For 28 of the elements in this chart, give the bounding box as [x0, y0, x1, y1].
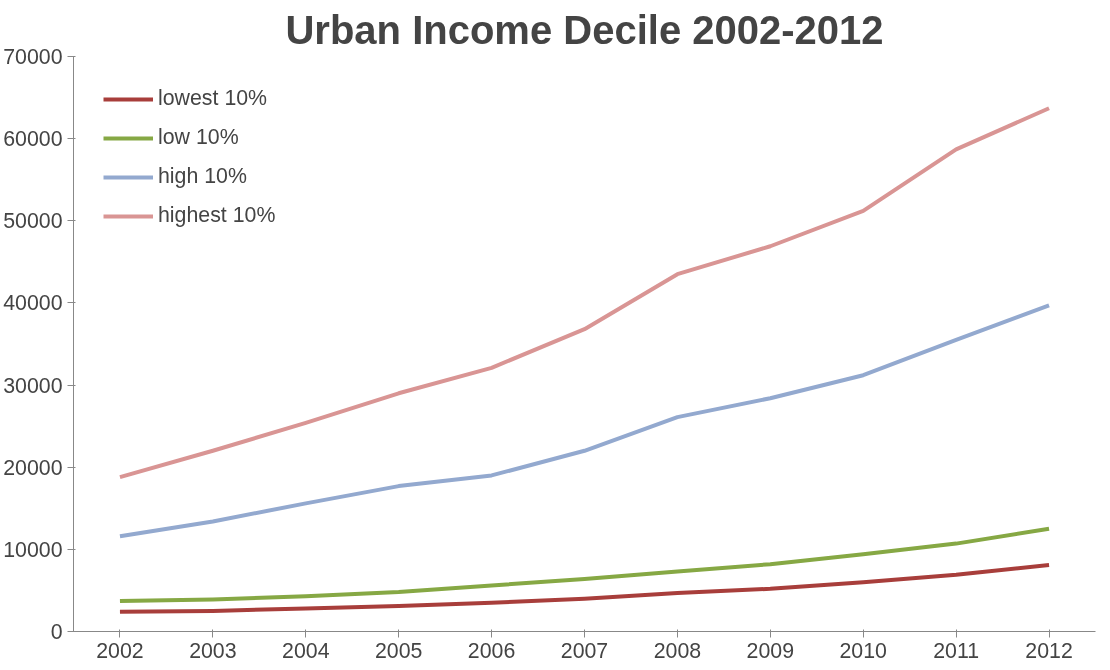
x-tick-label: 2002: [96, 638, 144, 663]
y-tick-label: 30000: [3, 373, 63, 398]
x-tick-label: 2007: [560, 638, 609, 663]
y-tick-label: 0: [50, 620, 63, 644]
x-tick-label: 2008: [653, 638, 702, 663]
y-tick-label: 40000: [3, 291, 63, 316]
x-tick-label: 2010: [839, 638, 888, 663]
line-series: [117, 106, 1052, 480]
x-tick-label: 2011: [933, 638, 980, 663]
y-tick-label: 20000: [3, 455, 63, 480]
x-tick-label: 2005: [374, 638, 423, 663]
x-tick-label: 2006: [467, 638, 516, 663]
line-series: [117, 526, 1052, 604]
chart-title: Urban Income Decile 2002-2012: [285, 7, 884, 52]
legend-label: lowest 10%: [158, 86, 268, 111]
y-tick-label: 60000: [3, 127, 63, 152]
legend-label: highest 10%: [158, 203, 276, 228]
legend-label: low 10%: [158, 125, 239, 150]
x-tick-label: 2012: [1025, 638, 1073, 663]
x-tick-label: 2004: [282, 638, 330, 663]
y-tick-label: 70000: [3, 45, 63, 69]
legend-label: high 10%: [158, 164, 247, 189]
y-tick-label: 50000: [3, 209, 63, 234]
y-tick-label: 10000: [3, 537, 63, 562]
line-series: [117, 562, 1052, 614]
line-series: [117, 303, 1052, 539]
x-tick-label: 2009: [746, 638, 795, 663]
x-tick-label: 2003: [189, 638, 237, 663]
